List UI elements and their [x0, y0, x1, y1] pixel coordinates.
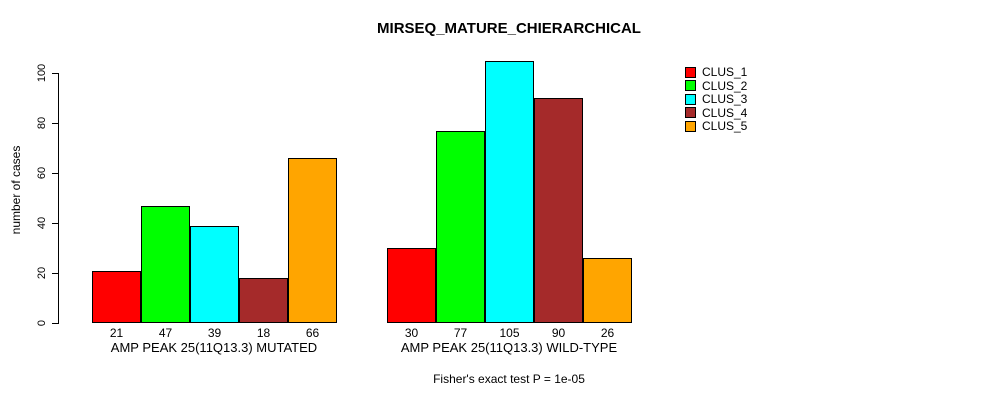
legend-label-clus_3: CLUS_3	[702, 92, 748, 106]
bar-value-label: 77	[453, 326, 468, 340]
legend-label-clus_4: CLUS_4	[702, 105, 748, 120]
y-tick-label: 80	[36, 116, 48, 130]
y-tick	[52, 273, 58, 274]
bar-clus_2-group1	[141, 205, 190, 323]
bar-value-label: 66	[305, 326, 320, 340]
bar-value-label: 47	[158, 326, 173, 340]
y-tick-label: 40	[36, 216, 48, 230]
y-tick	[52, 173, 58, 174]
bar-value-label: 90	[551, 326, 566, 340]
bar-clus_2-group2	[436, 130, 485, 323]
bar-clus_1-group2	[387, 248, 436, 323]
y-tick-label: 0	[36, 319, 48, 327]
legend-swatch-clus_1	[685, 66, 696, 78]
y-tick	[52, 323, 58, 324]
legend-label-clus_2: CLUS_2	[702, 78, 748, 93]
legend-swatch-clus_4	[685, 107, 696, 118]
legend-label-clus_5: CLUS_5	[702, 119, 748, 133]
bar-clus_4-group2	[534, 98, 583, 323]
y-axis-label: number of cases	[9, 145, 23, 235]
group-label-mutated: AMP PEAK 25(11Q13.3) MUTATED	[110, 340, 318, 355]
y-axis-line	[58, 73, 59, 324]
bar-value-label: 26	[600, 326, 615, 340]
legend-label-clus_1: CLUS_1	[702, 65, 748, 79]
y-tick-label: 100	[36, 63, 48, 83]
y-tick	[52, 73, 58, 74]
bar-clus_3-group2	[485, 60, 534, 323]
legend-swatch-clus_2	[685, 80, 696, 91]
fisher-test-footnote: Fisher's exact test P = 1e-05	[433, 372, 585, 386]
group-label-wild-type: AMP PEAK 25(11Q13.3) WILD-TYPE	[400, 340, 618, 355]
bar-clus_3-group1	[190, 225, 239, 323]
chart-title: MIRSEQ_MATURE_CHIERARCHICAL	[377, 20, 641, 37]
bar-value-label: 30	[404, 326, 419, 340]
bar-clus_1-group1	[92, 270, 141, 323]
legend-swatch-clus_5	[685, 120, 696, 132]
bar-value-label: 21	[109, 326, 124, 340]
bar-value-label: 105	[499, 326, 520, 340]
legend-swatch-clus_3	[685, 93, 696, 105]
bar-value-label: 18	[256, 326, 271, 340]
y-tick	[52, 223, 58, 224]
bar-value-label: 39	[207, 326, 222, 340]
y-tick-label: 60	[36, 166, 48, 180]
bar-clus_5-group1	[288, 158, 337, 323]
bar-clus_4-group1	[239, 278, 288, 323]
y-tick-label: 20	[36, 266, 48, 280]
bar-clus_5-group2	[583, 258, 632, 323]
y-tick	[52, 123, 58, 124]
